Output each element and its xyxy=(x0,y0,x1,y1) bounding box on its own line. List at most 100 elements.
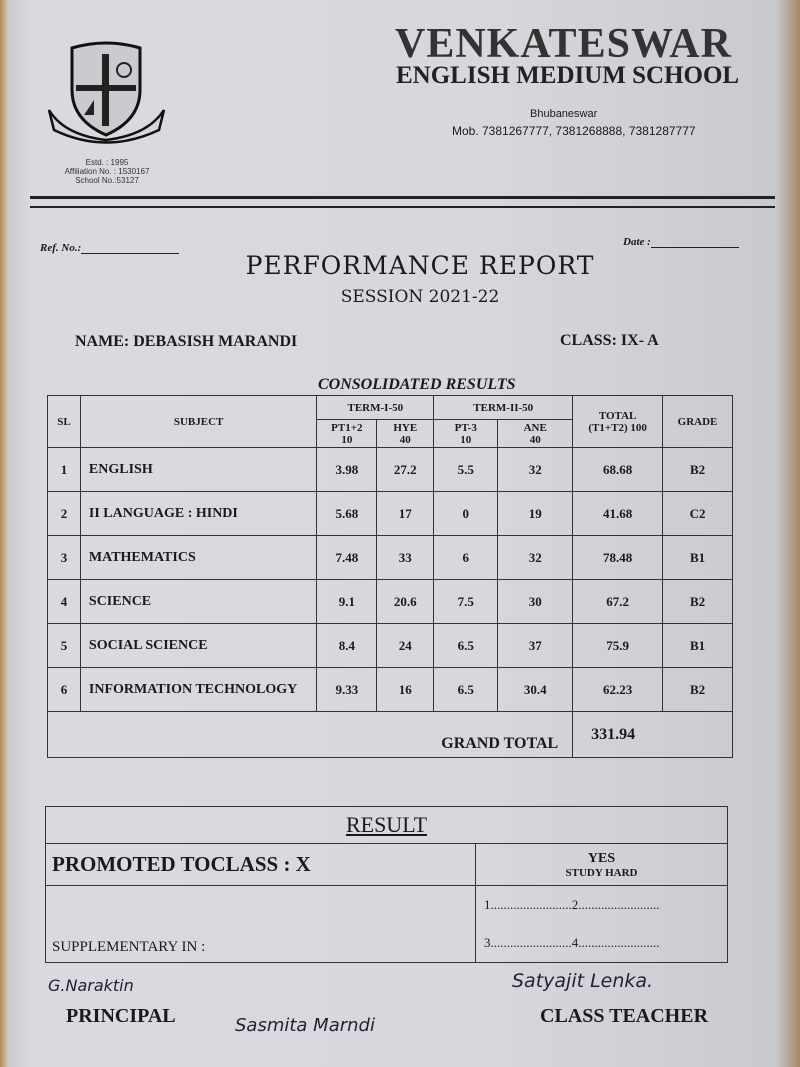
header-grade: GRADE xyxy=(662,395,733,448)
table-row: 4 SCIENCE 9.1 20.6 7.5 30 67.2 B2 xyxy=(47,579,733,624)
header-ane: ANE 40 xyxy=(497,419,574,448)
cell-ane: 37 xyxy=(497,623,574,668)
cell-total: 68.68 xyxy=(572,447,664,492)
table-row: 2 II LANGUAGE : HINDI 5.68 17 0 19 41.68 C2 xyxy=(47,491,733,536)
date-field: Date : xyxy=(623,236,739,248)
cell-hye: 33 xyxy=(376,535,435,580)
cell-subject: SOCIAL SCIENCE xyxy=(79,623,318,668)
header-pt3: PT-3 10 xyxy=(433,419,499,448)
table-caption: CONSOLIDATED RESULTS xyxy=(318,376,516,393)
date-label: Date : xyxy=(623,236,651,248)
table-row: 6 INFORMATION TECHNOLOGY 9.33 16 6.5 30.4 62.2… xyxy=(47,667,733,712)
header-divider-2 xyxy=(30,206,775,208)
cell-pt12: 9.1 xyxy=(316,579,378,624)
cell-ane: 30 xyxy=(497,579,574,624)
cell-subject: INFORMATION TECHNOLOGY xyxy=(79,667,318,712)
principal-label: PRINCIPAL xyxy=(66,1005,176,1027)
header-term1: TERM-I-50 xyxy=(316,395,435,420)
school-info: Estd. : 1995 Affiliation No. : 1530167 S… xyxy=(52,158,162,185)
cell-ane: 30.4 xyxy=(497,667,574,712)
supplementary-line-2: 3.........................4.............… xyxy=(484,935,660,950)
cell-ane: 19 xyxy=(497,491,574,536)
teacher-signature: Satyajit Lenka. xyxy=(512,970,654,992)
cell-ane: 32 xyxy=(497,535,574,580)
school-no-text: School No.:53127 xyxy=(75,176,139,185)
cell-subject: SCIENCE xyxy=(79,579,318,624)
cell-subject: ENGLISH xyxy=(79,447,318,492)
school-name: VENKATESWAR xyxy=(395,21,732,67)
cell-pt3: 6.5 xyxy=(433,667,499,712)
cell-grade: B1 xyxy=(662,535,733,580)
table-row: 5 SOCIAL SCIENCE 8.4 24 6.5 37 75.9 B1 xyxy=(47,623,733,668)
cell-pt12: 8.4 xyxy=(316,623,378,668)
affiliation-text: Affiliation No. : 1530167 xyxy=(64,167,150,176)
student-name: NAME: DEBASISH MARANDI xyxy=(75,333,298,350)
header-sl: SL xyxy=(47,395,81,448)
header-term2: TERM-II-50 xyxy=(433,395,574,420)
cell-pt12: 7.48 xyxy=(316,535,378,580)
result-box: RESULT PROMOTED TOCLASS : X YES STUDY HA… xyxy=(45,806,728,963)
table-row: 3 MATHEMATICS 7.48 33 6 32 78.48 B1 xyxy=(47,535,733,580)
cell-subject: II LANGUAGE : HINDI xyxy=(79,491,318,536)
ref-no-field: Ref. No.: xyxy=(40,242,180,254)
cell-hye: 24 xyxy=(376,623,435,668)
school-mobile: Mob. 7381267777, 7381268888, 7381287777 xyxy=(452,124,696,138)
cell-ane: 32 xyxy=(497,447,574,492)
header-subject: SUBJECT xyxy=(79,395,318,448)
supplementary-line-1: 1.........................2.............… xyxy=(484,897,660,912)
cell-subject: MATHEMATICS xyxy=(79,535,318,580)
cell-sl: 1 xyxy=(47,447,81,492)
cell-sl: 2 xyxy=(47,491,81,536)
cell-total: 62.23 xyxy=(572,667,664,712)
cell-sl: 6 xyxy=(47,667,81,712)
result-remark: STUDY HARD xyxy=(565,866,638,879)
cell-pt3: 5.5 xyxy=(433,447,499,492)
cell-grade: B1 xyxy=(662,623,733,668)
cell-pt12: 9.33 xyxy=(316,667,378,712)
cell-sl: 5 xyxy=(47,623,81,668)
ref-label: Ref. No.: xyxy=(40,242,82,254)
cell-pt12: 5.68 xyxy=(316,491,378,536)
cell-sl: 3 xyxy=(47,535,81,580)
results-table: SL SUBJECT TERM-I-50 TERM-II-50 TOTAL (T… xyxy=(46,395,733,758)
table-row: 1 ENGLISH 3.98 27.2 5.5 32 68.68 B2 xyxy=(47,447,733,492)
cell-pt3: 0 xyxy=(433,491,499,536)
cell-pt12: 3.98 xyxy=(316,447,378,492)
cell-grade: B2 xyxy=(662,667,733,712)
cell-pt3: 7.5 xyxy=(433,579,499,624)
cell-total: 41.68 xyxy=(572,491,664,536)
header-pt12: PT1+2 10 xyxy=(316,419,378,448)
grand-total-value: 331.94 xyxy=(572,711,733,758)
school-subtitle: ENGLISH MEDIUM SCHOOL xyxy=(396,62,740,89)
cell-total: 67.2 xyxy=(572,579,664,624)
school-logo xyxy=(44,40,169,155)
estd-text: Estd. : 1995 xyxy=(85,158,129,167)
cell-grade: B2 xyxy=(662,447,733,492)
report-title: PERFORMANCE REPORT xyxy=(245,251,595,280)
promoted-text: PROMOTED TOCLASS : X xyxy=(45,843,476,886)
supplementary-label: SUPPLEMENTARY IN : xyxy=(45,885,476,963)
cell-hye: 16 xyxy=(376,667,435,712)
class-teacher-label: CLASS TEACHER xyxy=(540,1005,709,1027)
school-city: Bhubaneswar xyxy=(530,108,598,120)
grand-total-label: GRAND TOTAL xyxy=(46,711,574,758)
cell-sl: 4 xyxy=(47,579,81,624)
cell-total: 75.9 xyxy=(572,623,664,668)
session: SESSION 2021-22 xyxy=(340,287,500,307)
cell-grade: B2 xyxy=(662,579,733,624)
result-decision: YES xyxy=(587,850,616,866)
cell-hye: 17 xyxy=(376,491,435,536)
cell-pt3: 6.5 xyxy=(433,623,499,668)
result-heading: RESULT xyxy=(345,812,428,837)
parent-signature: Sasmita Marndi xyxy=(235,1015,375,1036)
student-class: CLASS: IX- A xyxy=(560,332,659,349)
principal-signature: G.Naraktin xyxy=(48,976,134,995)
cell-hye: 20.6 xyxy=(376,579,435,624)
header-divider xyxy=(30,196,775,199)
cell-pt3: 6 xyxy=(433,535,499,580)
cell-grade: C2 xyxy=(662,491,733,536)
cell-hye: 27.2 xyxy=(376,447,435,492)
cell-total: 78.48 xyxy=(572,535,664,580)
header-hye: HYE 40 xyxy=(376,419,435,448)
header-total: TOTAL (T1+T2) 100 xyxy=(572,395,664,448)
